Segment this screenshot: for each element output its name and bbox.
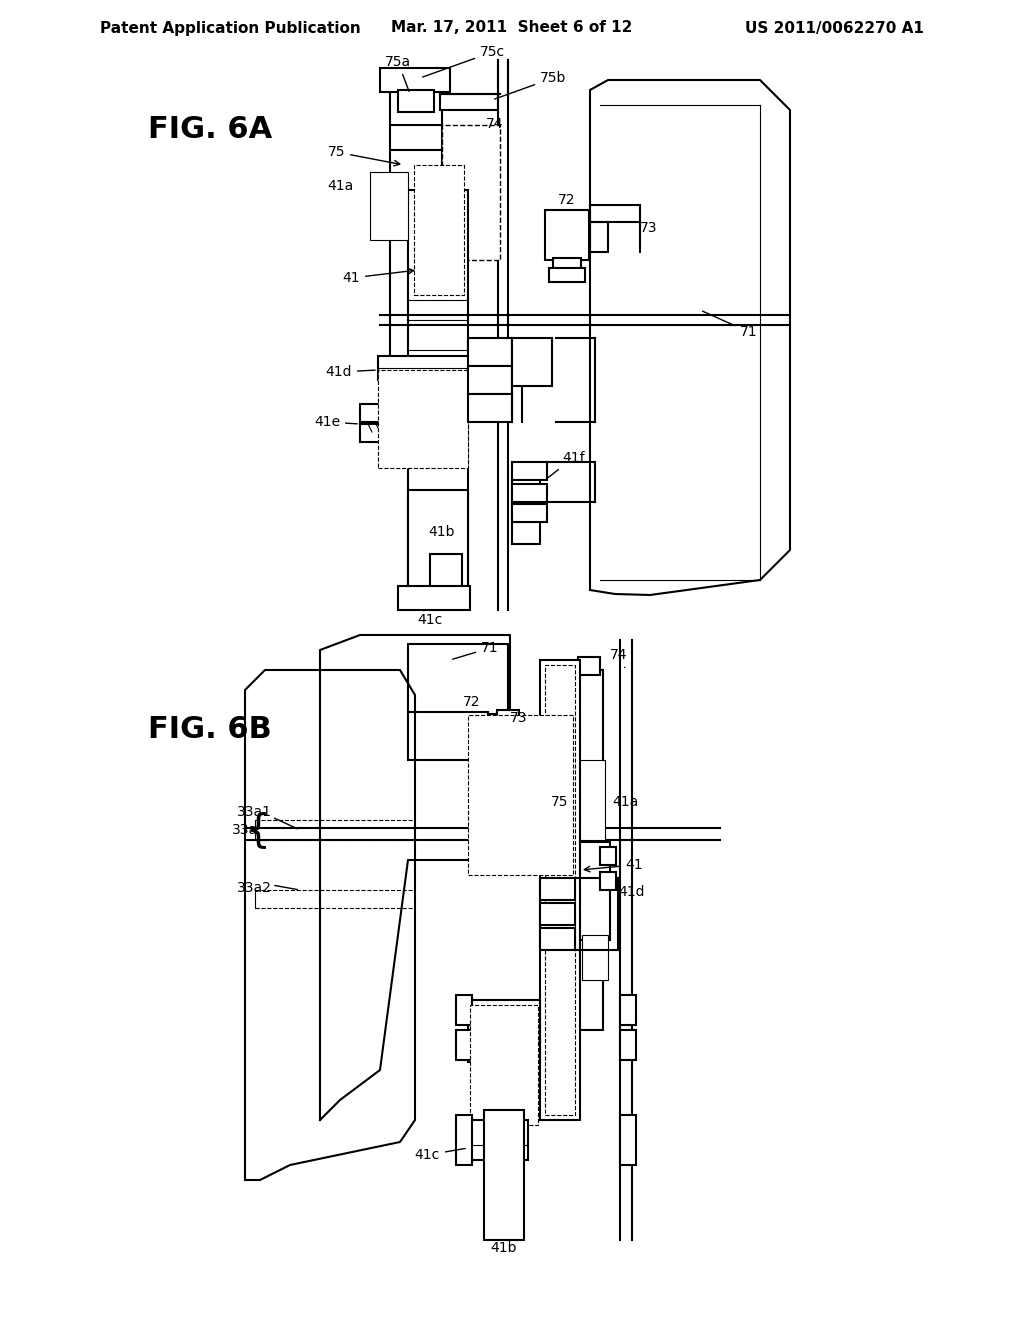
Bar <box>512 498 540 520</box>
Text: 41c: 41c <box>418 612 442 627</box>
Bar <box>408 644 508 714</box>
Bar <box>378 356 473 380</box>
Text: 41c: 41c <box>415 1148 465 1162</box>
Bar <box>468 1022 540 1041</box>
Text: 41b: 41b <box>428 525 455 539</box>
Bar <box>430 554 462 590</box>
Text: 33a2: 33a2 <box>238 880 272 895</box>
Bar <box>497 710 519 725</box>
Bar <box>408 711 488 760</box>
Text: 41b: 41b <box>490 1241 517 1255</box>
Text: 41a: 41a <box>328 180 354 193</box>
Bar <box>575 671 603 1030</box>
Bar <box>540 660 580 1119</box>
Text: Patent Application Publication: Patent Application Publication <box>100 21 360 36</box>
Bar <box>512 484 547 502</box>
Bar <box>549 268 585 282</box>
Bar <box>398 90 434 112</box>
Bar <box>512 338 552 385</box>
Bar <box>498 1119 528 1160</box>
Text: 72: 72 <box>558 193 575 207</box>
Text: FIG. 6B: FIG. 6B <box>148 715 271 744</box>
Text: 41d: 41d <box>618 884 644 899</box>
Bar <box>590 222 608 252</box>
Bar <box>370 172 408 240</box>
Bar <box>440 94 498 110</box>
Text: 71: 71 <box>702 312 758 339</box>
Bar <box>600 847 616 865</box>
Bar <box>456 995 472 1026</box>
Bar <box>484 1110 524 1239</box>
Text: 41: 41 <box>342 268 414 285</box>
Bar <box>442 125 500 260</box>
Bar <box>470 1005 538 1125</box>
Text: 41: 41 <box>585 858 643 873</box>
Polygon shape <box>319 635 510 1119</box>
Bar <box>360 424 408 442</box>
Bar <box>545 665 575 1115</box>
Bar <box>360 404 408 422</box>
Bar <box>545 210 589 260</box>
Bar <box>578 657 600 675</box>
Text: 75: 75 <box>328 145 399 166</box>
Bar <box>505 730 535 780</box>
Bar <box>468 715 573 875</box>
Bar <box>414 165 464 294</box>
Text: FIG. 6A: FIG. 6A <box>148 116 272 144</box>
Bar <box>512 462 547 480</box>
Text: 74: 74 <box>486 117 504 131</box>
Bar <box>456 1115 472 1166</box>
Text: 33a1: 33a1 <box>237 805 272 818</box>
Bar <box>468 1001 540 1020</box>
Bar <box>408 190 468 590</box>
Text: 71: 71 <box>453 642 499 659</box>
Bar <box>380 69 450 92</box>
Bar <box>540 928 575 950</box>
Bar <box>468 393 512 422</box>
Polygon shape <box>245 671 415 1180</box>
Text: 75: 75 <box>551 795 568 809</box>
Text: 75b: 75b <box>495 71 566 99</box>
Text: 72: 72 <box>463 696 480 709</box>
Bar <box>620 995 636 1026</box>
Bar <box>512 504 547 521</box>
Bar <box>398 586 470 610</box>
Text: US 2011/0062270 A1: US 2011/0062270 A1 <box>745 21 924 36</box>
Bar <box>468 338 512 366</box>
Bar <box>580 760 605 840</box>
Polygon shape <box>590 81 790 595</box>
Bar <box>378 370 468 469</box>
Text: 73: 73 <box>510 711 527 725</box>
Text: Mar. 17, 2011  Sheet 6 of 12: Mar. 17, 2011 Sheet 6 of 12 <box>391 21 633 36</box>
Bar <box>468 366 512 393</box>
Bar <box>490 725 525 800</box>
Bar <box>540 878 575 900</box>
Text: 75c: 75c <box>423 45 505 77</box>
Bar <box>512 477 540 500</box>
Text: 41d: 41d <box>326 366 375 379</box>
Bar <box>580 842 610 940</box>
Bar <box>390 90 442 450</box>
Text: {: { <box>246 810 270 849</box>
Text: 41e: 41e <box>314 414 357 429</box>
Text: 73: 73 <box>640 220 657 235</box>
Text: 74: 74 <box>610 648 628 668</box>
Text: 41f: 41f <box>547 451 585 478</box>
Bar <box>512 521 540 544</box>
Bar <box>468 1041 540 1063</box>
Bar <box>456 1030 472 1060</box>
Bar <box>553 257 581 271</box>
Bar <box>620 1115 636 1166</box>
Bar <box>582 935 608 979</box>
Text: 41a: 41a <box>612 795 638 809</box>
Bar <box>620 1030 636 1060</box>
Bar <box>408 490 468 590</box>
Bar <box>600 873 616 890</box>
Bar <box>468 1119 498 1160</box>
Bar <box>510 777 530 800</box>
Text: 33a: 33a <box>231 822 258 837</box>
Text: 75a: 75a <box>385 55 411 91</box>
Bar <box>540 903 575 925</box>
